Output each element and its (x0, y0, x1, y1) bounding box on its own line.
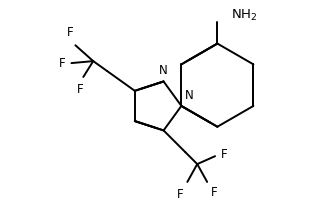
Text: NH$_2$: NH$_2$ (231, 8, 258, 23)
Text: F: F (77, 83, 84, 96)
Text: N: N (185, 89, 194, 102)
Text: F: F (211, 186, 218, 199)
Text: F: F (177, 188, 183, 201)
Text: F: F (221, 148, 228, 161)
Text: N: N (159, 63, 168, 76)
Text: F: F (67, 26, 74, 39)
Text: F: F (59, 57, 66, 70)
